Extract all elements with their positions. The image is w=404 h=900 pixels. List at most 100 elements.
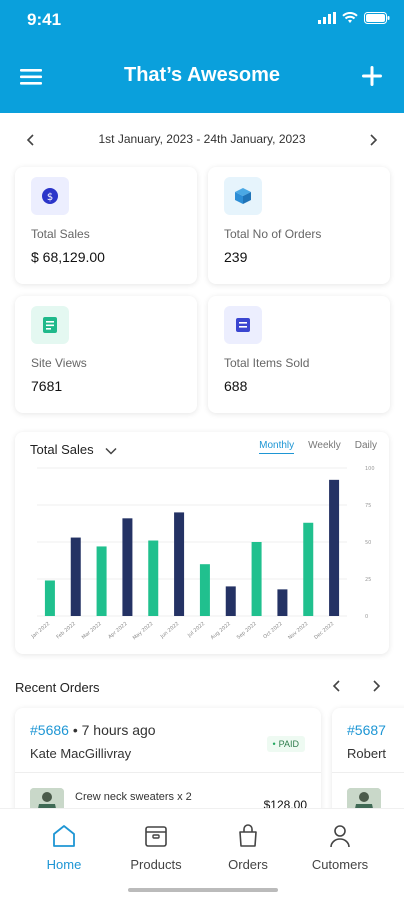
stat-value: 688 — [224, 378, 248, 394]
chart-bar — [174, 512, 185, 616]
order-id[interactable]: #5687 — [347, 722, 386, 738]
divider — [332, 772, 404, 773]
dollar-icon: $ — [42, 188, 58, 204]
status-dot-icon: • — [272, 739, 276, 749]
user-icon — [330, 825, 350, 848]
x-tick-label: Dec 2022 — [313, 621, 335, 641]
chart-bar — [70, 537, 81, 616]
wifi-icon — [342, 12, 358, 23]
box-icon — [235, 188, 251, 204]
stat-label: Total No of Orders — [224, 227, 322, 241]
tab-daily[interactable]: Daily — [354, 440, 377, 451]
period-tabs: Monthly Weekly Daily — [259, 440, 377, 454]
x-tick-label: Jun 2022 — [159, 621, 181, 640]
chart-bar — [329, 479, 340, 616]
status-badge: • PAID — [266, 736, 305, 752]
sales-chart-card: Total Sales Monthly Weekly Daily 0 25 50 75… — [15, 432, 389, 654]
order-time-separator: • — [72, 722, 82, 738]
order-customer: Robert — [347, 746, 387, 761]
status-badge-label: PAID — [278, 739, 299, 749]
document-icon — [43, 317, 57, 333]
stat-icon-box — [31, 306, 69, 344]
chevron-left-icon[interactable] — [331, 679, 343, 693]
stat-label: Total Items Sold — [224, 356, 310, 370]
x-tick-label: Oct 2022 — [262, 621, 283, 640]
chart-bar — [303, 522, 314, 616]
recent-orders-title: Recent Orders — [15, 680, 100, 695]
nav-bar: That’s Awesome — [0, 56, 404, 100]
stat-icon-box — [224, 306, 262, 344]
tab-label: Home — [46, 857, 82, 872]
stat-icon-box — [224, 177, 262, 215]
chevron-right-icon[interactable] — [370, 679, 382, 693]
stat-label: Total Sales — [31, 227, 90, 241]
x-tick-label: Mar 2022 — [81, 621, 103, 641]
tab-label: Cutomers — [311, 857, 369, 872]
y-tick-label: 25 — [365, 577, 371, 583]
x-tick-label: Aug 2022 — [210, 621, 232, 641]
bottom-tab-bar: Home Products Orders Cutomers — [0, 808, 404, 900]
stat-card-site-views[interactable]: Site Views 7681 — [15, 296, 197, 413]
date-range-selector: 1st January, 2023 - 24th January, 2023 — [0, 128, 404, 152]
order-id[interactable]: #5686 — [30, 722, 69, 738]
app-header: 9:41 That’s Awesome — [0, 0, 404, 113]
svg-text:$: $ — [47, 192, 53, 203]
status-bar: 9:41 — [0, 0, 404, 40]
status-icons — [318, 12, 390, 24]
tab-monthly[interactable]: Monthly — [259, 440, 295, 454]
home-icon — [53, 825, 75, 847]
tab-customers[interactable]: Cutomers — [295, 823, 385, 872]
tab-weekly[interactable]: Weekly — [308, 440, 341, 451]
shopping-bag-icon — [239, 824, 257, 847]
tab-label: Orders — [228, 857, 268, 872]
order-customer: Kate MacGillivray — [30, 746, 132, 761]
y-tick-label: 0 — [365, 614, 368, 620]
add-icon[interactable] — [360, 64, 384, 88]
stat-card-total-items-sold[interactable]: Total Items Sold 688 — [208, 296, 390, 413]
chart-bar — [44, 580, 55, 616]
stat-value: 239 — [224, 249, 248, 265]
x-tick-label: Feb 2022 — [55, 621, 77, 640]
page-title: That’s Awesome — [124, 64, 280, 86]
home-indicator — [128, 888, 278, 892]
chart-bar — [199, 564, 210, 616]
x-tick-label: May 2022 — [132, 621, 155, 641]
chevron-down-icon — [105, 447, 117, 455]
x-tick-label: Jul 2022 — [186, 621, 206, 639]
stat-icon-box: $ — [31, 177, 69, 215]
order-id-line: #5686 • 7 hours ago — [30, 722, 156, 738]
chart-bar — [96, 546, 107, 616]
chart-bar — [251, 542, 262, 616]
menu-icon[interactable] — [20, 67, 44, 87]
tab-products[interactable]: Products — [111, 823, 201, 872]
battery-icon — [364, 12, 390, 24]
x-tick-label: Nov 2022 — [287, 621, 309, 641]
x-tick-label: Apr 2022 — [107, 621, 128, 640]
tab-home[interactable]: Home — [19, 823, 109, 872]
chart-bar — [225, 586, 236, 616]
chart-bar — [277, 589, 288, 616]
date-range-label[interactable]: 1st January, 2023 - 24th January, 2023 — [98, 132, 306, 146]
tab-label: Products — [130, 857, 182, 872]
chart-title: Total Sales — [30, 442, 94, 457]
chevron-left-icon[interactable] — [24, 132, 38, 148]
chevron-right-icon[interactable] — [366, 132, 380, 148]
signal-icon — [318, 12, 336, 24]
tab-orders[interactable]: Orders — [203, 823, 293, 872]
x-tick-label: Sep 2022 — [236, 621, 258, 641]
y-tick-label: 75 — [365, 503, 371, 509]
status-time: 9:41 — [27, 10, 62, 29]
y-tick-label: 100 — [365, 466, 375, 472]
products-icon — [145, 826, 167, 847]
stat-card-total-orders[interactable]: Total No of Orders 239 — [208, 167, 390, 284]
order-card[interactable]: #5687 Robert — [332, 708, 404, 818]
order-card[interactable]: #5686 • 7 hours ago Kate MacGillivray • P… — [15, 708, 321, 818]
x-tick-label: Jan 2022 — [30, 621, 51, 640]
stat-card-total-sales[interactable]: $ Total Sales $ 68,129.00 — [15, 167, 197, 284]
stat-value: $ 68,129.00 — [31, 249, 105, 265]
divider — [15, 772, 321, 773]
chart-title-dropdown[interactable]: Total Sales — [30, 442, 117, 457]
list-icon — [236, 318, 250, 332]
chart-bar — [122, 518, 133, 616]
bar-chart: 0 25 50 75 100 Jan 2022 Feb 2022 Mar 2022 Apr 20… — [30, 466, 375, 641]
